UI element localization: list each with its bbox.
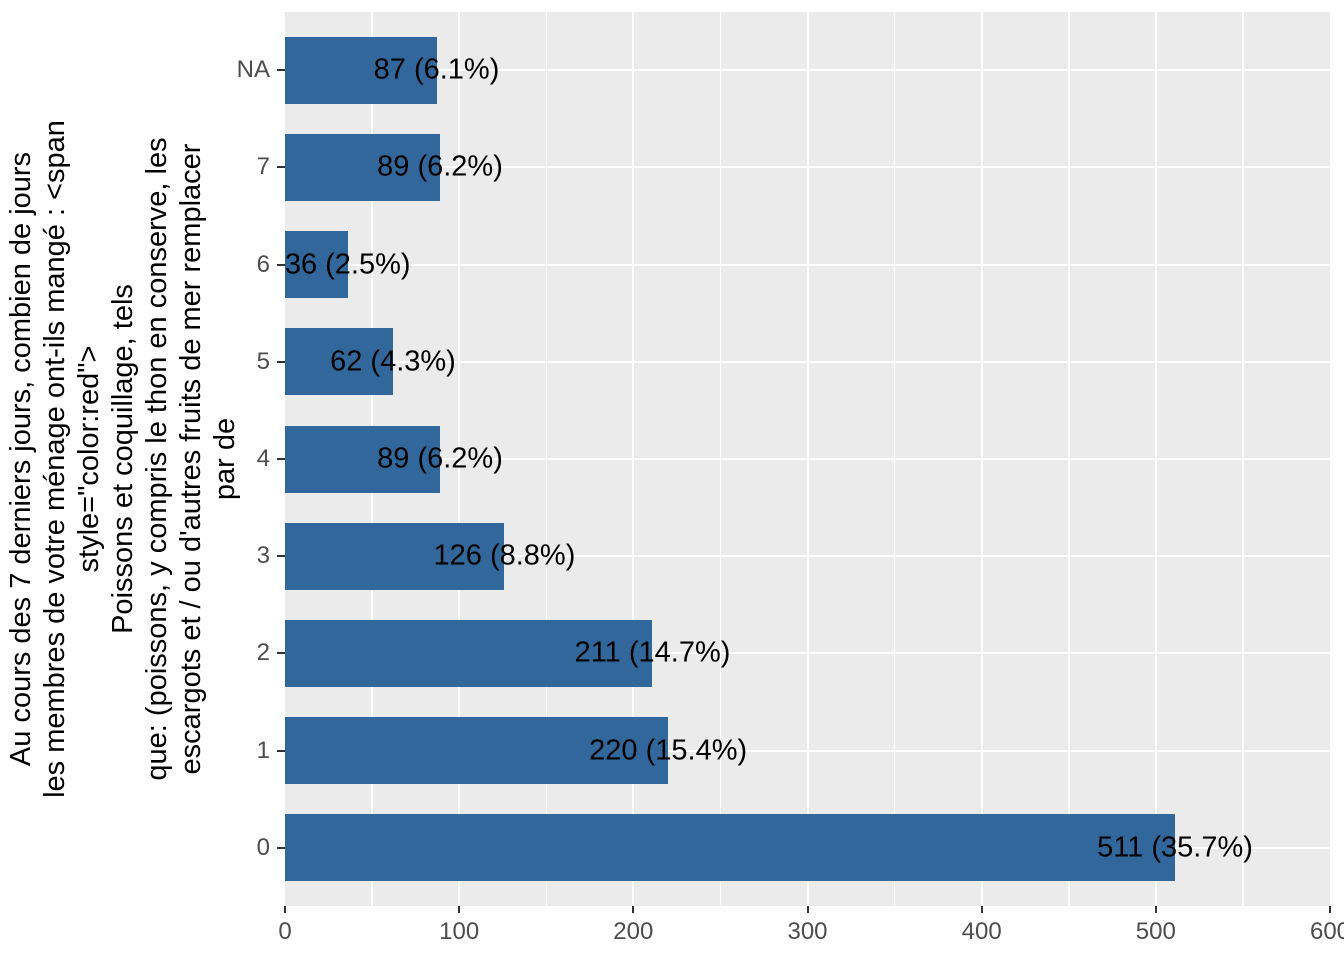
- bar-value-label: 62 (4.3%): [330, 345, 456, 378]
- x-tick-label: 500: [1135, 918, 1176, 945]
- y-tick-label: NA: [236, 56, 270, 84]
- plot-panel: 87 (6.1%) 89 (6.2%) 36 (2.5%) 62 (4.3%) 89 (…: [285, 12, 1330, 906]
- x-tick-label: 400: [961, 918, 1002, 945]
- gridline-y-major: [285, 652, 1330, 655]
- y-axis-title-line: style="color:red">: [73, 345, 105, 573]
- y-tick: [277, 652, 285, 655]
- y-tick: [277, 458, 285, 460]
- gridline-y-major: [285, 360, 1330, 363]
- y-tick-label: 4: [256, 445, 270, 472]
- bar-value-label: 220 (15.4%): [589, 734, 748, 767]
- y-axis-title-line: Poissons et coquillage, tels: [107, 284, 139, 634]
- bar: [285, 717, 669, 785]
- bar-value-label: 89 (6.2%): [377, 442, 503, 475]
- y-tick-label: 5: [256, 347, 270, 375]
- y-tick-label: 1: [256, 736, 270, 764]
- gridline-y-major: [285, 69, 1330, 72]
- y-tick: [277, 69, 285, 72]
- y-tick-label: 2: [256, 639, 270, 667]
- x-tick: [980, 906, 983, 913]
- y-tick-label: 3: [256, 542, 270, 570]
- x-tick: [458, 906, 461, 913]
- gridline-y-major: [285, 749, 1330, 752]
- bar: [285, 619, 653, 687]
- bar: [285, 231, 348, 299]
- x-tick: [632, 906, 635, 913]
- bar-value-label: 36 (2.5%): [284, 248, 411, 281]
- bar: [285, 133, 440, 201]
- y-tick-label: 6: [256, 250, 270, 278]
- bar: [285, 425, 440, 493]
- y-axis-title-line: Au cours des 7 derniers jours, combien d…: [5, 151, 37, 767]
- bar: [285, 522, 505, 590]
- x-tick-label: 100: [439, 918, 480, 945]
- gridline-y-major: [285, 166, 1330, 169]
- x-tick: [1154, 906, 1157, 913]
- bar-value-label: 87 (6.1%): [373, 53, 500, 86]
- x-tick-label: 300: [787, 918, 828, 945]
- gridline-y-major: [285, 458, 1330, 460]
- x-tick-label: 200: [613, 918, 654, 945]
- x-tick-label: 600: [1309, 918, 1344, 945]
- y-tick: [277, 263, 285, 266]
- x-tick: [284, 906, 286, 913]
- bar-value-label: 511 (35.7%): [1097, 831, 1253, 864]
- y-tick: [277, 360, 285, 363]
- bar: [285, 328, 393, 396]
- bar-value-label: 89 (6.2%): [377, 150, 503, 183]
- x-tick: [1329, 906, 1331, 913]
- y-axis-title-line: les membres de votre ménage ont-ils mang…: [39, 120, 71, 798]
- y-tick-label: 7: [256, 153, 270, 181]
- gridline-y-major: [285, 555, 1330, 558]
- bar: [285, 814, 1175, 882]
- bar-value-label: 211 (14.7%): [574, 636, 731, 669]
- y-tick: [277, 846, 285, 849]
- y-tick: [277, 749, 285, 752]
- bar: [285, 36, 437, 104]
- y-tick: [277, 555, 285, 558]
- y-tick: [277, 166, 285, 169]
- y-tick-label: 0: [256, 833, 270, 861]
- x-tick: [806, 906, 809, 913]
- x-tick-label: 0: [278, 918, 292, 945]
- bar-value-label: 126 (8.8%): [433, 539, 576, 572]
- gridline-y-major: [285, 263, 1330, 266]
